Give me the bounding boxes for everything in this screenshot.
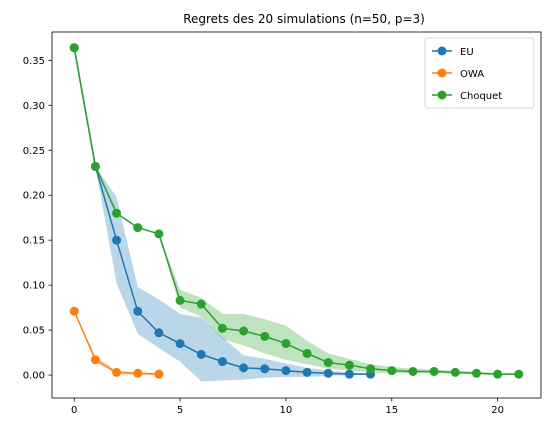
x-tick-label: 10 (280, 405, 293, 416)
choquet-confidence-band (74, 47, 519, 376)
choquet-point (281, 339, 291, 349)
y-tick-label: 0.35 (23, 56, 45, 67)
y-tick-label: 0.25 (23, 146, 45, 157)
owa-point (90, 355, 100, 365)
choquet-point (450, 367, 460, 377)
legend-choquet-marker (437, 90, 447, 100)
owa-point (112, 367, 122, 377)
legend-eu-marker (437, 46, 447, 56)
eu-point (175, 339, 185, 349)
choquet-point (217, 323, 227, 333)
choquet-point (302, 348, 312, 358)
choquet-point (344, 360, 354, 370)
eu-point (281, 366, 291, 376)
legend-eu-label: EU (460, 47, 474, 58)
choquet-point (112, 208, 122, 218)
owa-point (154, 369, 164, 379)
y-tick-label: 0.00 (23, 371, 45, 382)
choquet-point (408, 366, 418, 376)
y-tick-label: 0.30 (23, 101, 45, 112)
axes: 0 5 10 15 20 0.00 0.05 0.10 0.15 0.20 0.25 0.30 0.35 (23, 31, 542, 416)
choquet-series-line (73, 47, 519, 375)
choquet-point (471, 368, 481, 378)
eu-point (133, 306, 143, 316)
plot-area (69, 43, 524, 382)
x-tick-label: 0 (71, 405, 77, 416)
legend-box (424, 37, 535, 109)
eu-point (196, 349, 206, 359)
choquet-point (387, 366, 397, 376)
choquet-point (493, 369, 503, 379)
choquet-point (196, 299, 206, 309)
y-tick-label: 0.05 (23, 326, 45, 337)
choquet-point (154, 229, 164, 239)
axes-frame (51, 31, 542, 399)
chart-title: Regrets des 20 simulations (n=50, p=3) (183, 12, 425, 26)
eu-point (344, 369, 354, 379)
eu-point (323, 368, 333, 378)
x-tick-label: 5 (177, 405, 183, 416)
owa-point (69, 306, 79, 316)
choquet-point (260, 331, 270, 341)
legend-choquet-label: Choquet (460, 91, 502, 102)
legend-owa-marker (437, 68, 447, 78)
choquet-point (133, 223, 143, 233)
x-tick-label: 15 (385, 405, 398, 416)
x-tick-label: 20 (491, 405, 504, 416)
eu-point (260, 364, 270, 374)
choquet-point (69, 43, 79, 53)
choquet-point (90, 161, 100, 171)
owa-point (133, 368, 143, 378)
choquet-point (366, 364, 376, 374)
y-tick-label: 0.15 (23, 236, 45, 247)
legend: EU OWA Choquet (424, 37, 535, 109)
eu-point (239, 363, 249, 373)
eu-point (154, 328, 164, 338)
eu-confidence-band (74, 47, 371, 382)
choquet-point (175, 295, 185, 305)
choquet-point (514, 369, 524, 379)
choquet-point (429, 366, 439, 376)
eu-point (112, 235, 122, 245)
eu-point (302, 367, 312, 377)
y-tick-label: 0.20 (23, 191, 45, 202)
eu-point (217, 357, 227, 367)
choquet-point (323, 357, 333, 367)
y-tick-label: 0.10 (23, 281, 45, 292)
choquet-point (239, 326, 249, 336)
legend-owa-label: OWA (460, 69, 484, 80)
